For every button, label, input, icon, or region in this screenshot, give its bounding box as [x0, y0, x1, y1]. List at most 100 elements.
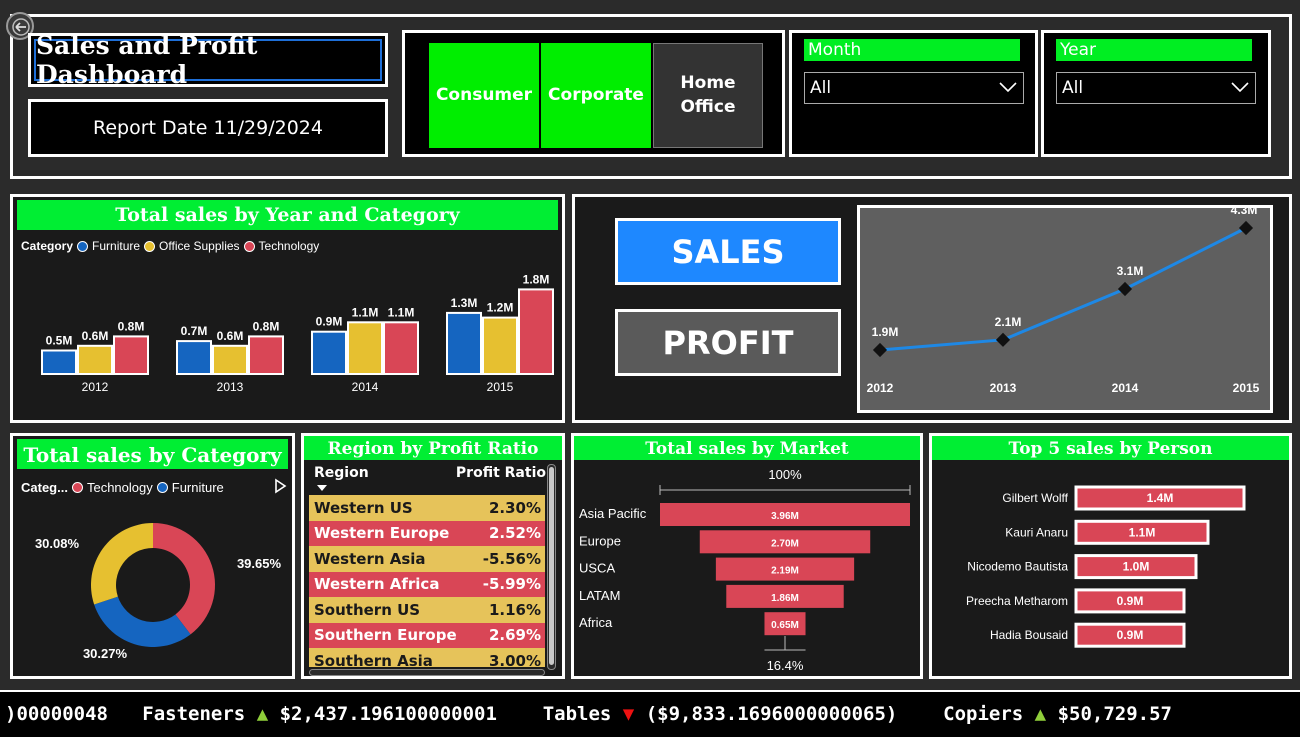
title-focus-outline: Sales and Profit Dashboard: [34, 31, 382, 89]
region-cell: Southern US: [314, 600, 421, 619]
funnel-data-label: 1.86M: [771, 593, 799, 604]
profit-ratio-cell: -5.56%: [482, 549, 541, 568]
person-name-label: Hadia Bousaid: [990, 628, 1068, 642]
category-donut-legend: Categ... Technology Furniture: [21, 480, 224, 495]
funnel-bottom-label: 16.4%: [767, 658, 804, 673]
bar-office-supplies: [347, 321, 383, 376]
table-row[interactable]: Western US 2.30%: [309, 495, 545, 521]
page-title: Sales and Profit Dashboard: [36, 31, 258, 89]
segment-slicer: Consumer Corporate Home Office: [402, 30, 785, 157]
scrollbar-thumb[interactable]: [549, 467, 554, 665]
person-bar: [1074, 588, 1186, 614]
table-row[interactable]: Western Africa -5.99%: [309, 571, 545, 597]
region-profit-title: Region by Profit Ratio: [304, 436, 562, 460]
year-category-bar-chart: 0.5M 0.6M 0.8M 2012 0.7M 0.6M 0.8M 2013 0.9M 1.1M…: [41, 272, 554, 394]
funnel-data-label: 2.19M: [771, 566, 799, 577]
table-row[interactable]: Southern Europe 2.69%: [309, 622, 545, 648]
region-cell: Southern Europe: [314, 626, 457, 645]
ticker-item-value: $50,729.57: [1057, 703, 1172, 725]
market-funnel-panel: Total sales by Market 100% 3.96M Asia Paci…: [571, 433, 923, 679]
funnel-data-label: 0.65M: [771, 620, 799, 631]
funnel-bar: [764, 612, 806, 636]
region-table-body: Western US 2.30% Western Europe 2.52% West…: [309, 495, 545, 667]
column-header-region[interactable]: Region: [314, 465, 369, 481]
report-date-box: Report Date 11/29/2024: [28, 99, 388, 157]
person-data-label: 0.9M: [1117, 628, 1144, 642]
trend-data-label: 2.1M: [995, 315, 1022, 329]
ticker-item-name: Copiers: [943, 703, 1024, 725]
funnel-category-label: Africa: [579, 615, 613, 630]
segment-corporate-button[interactable]: Corporate: [541, 43, 651, 148]
kpi-panel: SALES PROFIT 1.9M 2012 2.1M 2013 3.1M 2014 4.3…: [572, 194, 1292, 423]
profit-ratio-cell: 2.69%: [488, 626, 541, 645]
profit-kpi-button[interactable]: PROFIT: [615, 309, 841, 376]
funnel-bar: [660, 503, 910, 526]
bar-office-supplies: [482, 316, 518, 375]
legend-office-supplies-label: Office Supplies: [159, 239, 240, 253]
ticker-text: )00000048 Fasteners ▲ $2,437.19610000000…: [5, 703, 1172, 725]
sort-descending-icon[interactable]: [316, 484, 328, 492]
chevron-down-icon: [999, 82, 1017, 93]
person-data-label: 1.4M: [1147, 491, 1174, 505]
region-cell: Southern Asia: [314, 651, 433, 667]
table-horizontal-scrollbar[interactable]: [309, 669, 545, 676]
x-axis-tick-label: 2012: [82, 380, 109, 394]
legend-technology-label: Technology: [258, 239, 320, 253]
trend-marker: [995, 332, 1011, 347]
year-category-title: Total sales by Year and Category: [17, 200, 558, 230]
segment-home-office-button[interactable]: Home Office: [653, 43, 763, 148]
table-vertical-scrollbar[interactable]: [547, 464, 556, 670]
person-bar: [1074, 554, 1198, 580]
funnel-category-label: Europe: [579, 533, 621, 548]
person-name-label: Gilbert Wolff: [1002, 491, 1068, 505]
donut-data-label: 39.65%: [237, 556, 282, 571]
bar-technology: [113, 335, 149, 375]
month-dropdown[interactable]: All: [804, 72, 1024, 104]
person-bar: [1074, 519, 1210, 545]
region-cell: Western Africa: [314, 575, 440, 594]
ticker-item-name: Tables: [542, 703, 612, 725]
bar-data-label: 0.8M: [118, 319, 145, 333]
legend-office-supplies-swatch: [144, 240, 156, 252]
sales-kpi-button[interactable]: SALES: [615, 218, 841, 285]
bar-data-label: 0.8M: [253, 319, 280, 333]
bar-furniture: [311, 330, 347, 375]
table-row[interactable]: Southern US 1.16%: [309, 597, 545, 623]
region-cell: Western US: [314, 498, 413, 517]
funnel-bar: [726, 584, 844, 608]
bar-data-label: 0.6M: [82, 329, 109, 343]
legend-title: Categ...: [21, 480, 68, 495]
year-category-legend: Category Furniture Office Supplies Techn…: [21, 239, 319, 253]
up-triangle-icon: ▲: [1034, 703, 1047, 725]
person-bar: [1074, 622, 1186, 648]
category-donut-title: Total sales by Category: [17, 439, 288, 469]
table-row[interactable]: Southern Asia 3.00%: [309, 648, 545, 667]
bar-data-label: 1.8M: [523, 272, 550, 286]
x-axis-tick-label: 2013: [990, 381, 1017, 395]
bar-technology: [383, 321, 419, 376]
ticker-lead: )00000048: [5, 703, 108, 725]
bar-furniture: [176, 340, 212, 375]
segment-consumer-button[interactable]: Consumer: [429, 43, 539, 148]
person-name-label: Preecha Metharom: [966, 594, 1068, 608]
donut-data-label: 30.27%: [83, 646, 128, 661]
year-dropdown-value: All: [1062, 78, 1084, 98]
category-donut-panel: Total sales by Category Categ... Technol…: [10, 433, 295, 679]
report-date: Report Date 11/29/2024: [93, 117, 323, 139]
month-slicer: Month All: [789, 30, 1038, 157]
profit-ratio-cell: 3.00%: [488, 651, 541, 667]
category-donut-chart: 39.65% 30.27% 30.08%: [35, 523, 282, 661]
funnel-bar: [715, 557, 855, 581]
region-cell: Western Asia: [314, 549, 426, 568]
table-row[interactable]: Western Asia -5.56%: [309, 546, 545, 572]
year-dropdown[interactable]: All: [1056, 72, 1256, 104]
table-row[interactable]: Western Europe 2.52%: [309, 520, 545, 546]
bar-office-supplies: [212, 344, 248, 376]
column-header-profit-ratio[interactable]: Profit Ratio: [455, 465, 546, 481]
sales-trend-line-chart: 1.9M 2012 2.1M 2013 3.1M 2014 4.3M 2015: [867, 208, 1260, 395]
play-right-icon[interactable]: [273, 478, 287, 494]
product-ticker: )00000048 Fasteners ▲ $2,437.19610000000…: [0, 690, 1300, 737]
year-slicer: Year All: [1041, 30, 1271, 157]
trend-marker: [1238, 220, 1254, 236]
bar-data-label: 0.9M: [316, 315, 343, 329]
